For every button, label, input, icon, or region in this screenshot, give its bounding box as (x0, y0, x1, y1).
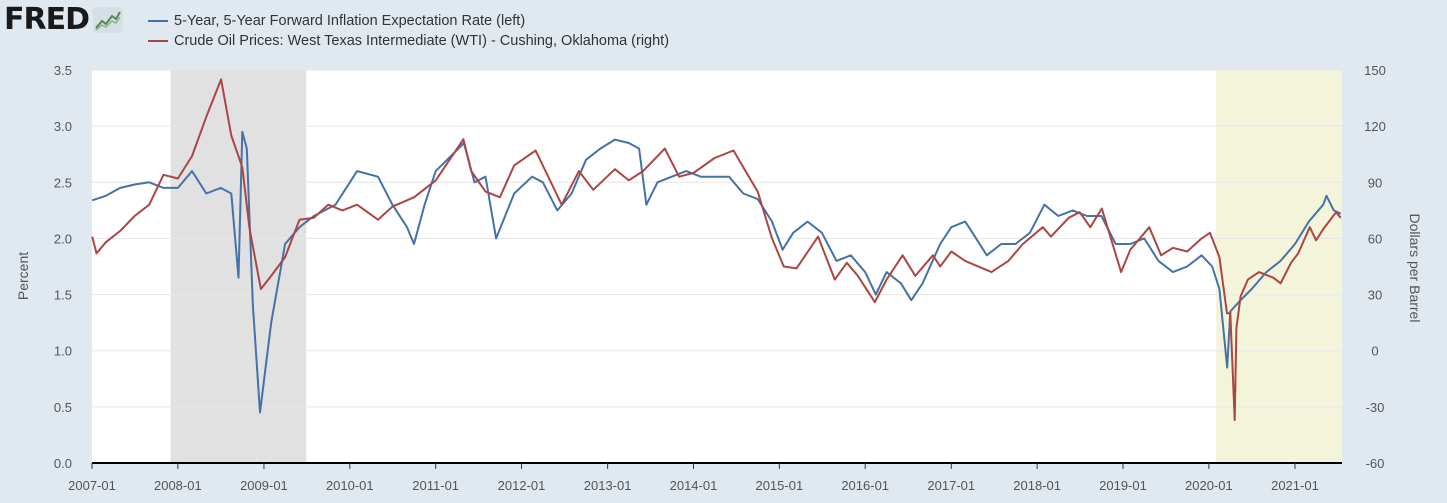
legend-swatch-red (148, 40, 168, 42)
y-left-tick-label: 0.0 (54, 456, 72, 471)
y-left-tick-label: 1.5 (54, 288, 72, 303)
y-right-tick-label: 60 (1368, 231, 1382, 246)
gridlines (92, 69, 1342, 408)
fred-logo[interactable]: FRED (4, 4, 123, 36)
y-left-tick-label: 3.5 (54, 63, 72, 78)
y-left-tick-label: 2.0 (54, 231, 72, 246)
x-tick-label: 2017-01 (927, 478, 975, 493)
x-tick-label: 2009-01 (240, 478, 288, 493)
x-tick-label: 2018-01 (1013, 478, 1061, 493)
legend-swatch-blue (148, 20, 168, 22)
y-left-ticks: 0.0 0.5 1.0 1.5 2.0 2.5 3.0 3.5 (54, 63, 72, 471)
x-tick-label: 2012-01 (498, 478, 546, 493)
y-right-tick-label: 90 (1368, 175, 1382, 190)
x-axis-ticks: 2007-01 2008-01 2009-01 2010-01 2011-01 2012-… (68, 463, 1319, 493)
legend-item-oil[interactable]: Crude Oil Prices: West Texas Intermediat… (148, 31, 669, 51)
x-tick-label: 2008-01 (154, 478, 202, 493)
x-tick-label: 2010-01 (326, 478, 374, 493)
y-right-ticks: -60 -30 0 30 60 90 120 150 (1364, 63, 1386, 471)
y-left-tick-label: 1.0 (54, 344, 72, 359)
shaded-regions (170, 70, 1342, 463)
y-right-tick-label: -60 (1366, 456, 1385, 471)
x-tick-label: 2014-01 (670, 478, 718, 493)
x-tick-label: 2011-01 (412, 478, 459, 493)
legend-label-inflation: 5-Year, 5-Year Forward Inflation Expecta… (174, 13, 526, 29)
y-left-tick-label: 0.5 (54, 400, 72, 415)
inflation-expectation-line (91, 130, 1342, 414)
x-tick-label: 2013-01 (584, 478, 632, 493)
y-left-tick-label: 3.0 (54, 119, 72, 134)
y-right-axis-title: Dollars per Barrel (1407, 214, 1423, 323)
x-tick-label: 2021-01 (1271, 478, 1319, 493)
legend-item-inflation[interactable]: 5-Year, 5-Year Forward Inflation Expecta… (148, 11, 669, 31)
y-right-tick-label: 30 (1368, 288, 1382, 303)
y-right-tick-label: 150 (1364, 63, 1386, 78)
y-left-tick-label: 2.5 (54, 175, 72, 190)
line-chart-icon (93, 7, 123, 33)
y-right-tick-label: 120 (1364, 119, 1386, 134)
x-tick-label: 2020-01 (1185, 478, 1233, 493)
x-tick-label: 2015-01 (755, 478, 803, 493)
y-right-tick-label: -30 (1366, 400, 1385, 415)
x-tick-label: 2016-01 (841, 478, 889, 493)
logo-text: FRED (4, 2, 90, 37)
x-tick-label: 2007-01 (68, 478, 116, 493)
series-lines (91, 78, 1342, 421)
x-tick-label: 2019-01 (1099, 478, 1147, 493)
chart-legend: 5-Year, 5-Year Forward Inflation Expecta… (148, 11, 669, 51)
wti-oil-price-line (91, 78, 1342, 421)
legend-label-oil: Crude Oil Prices: West Texas Intermediat… (174, 33, 670, 49)
highlight-band-1 (1216, 70, 1342, 463)
y-right-tick-label: 0 (1371, 344, 1378, 359)
y-left-axis-title: Percent (15, 252, 31, 300)
